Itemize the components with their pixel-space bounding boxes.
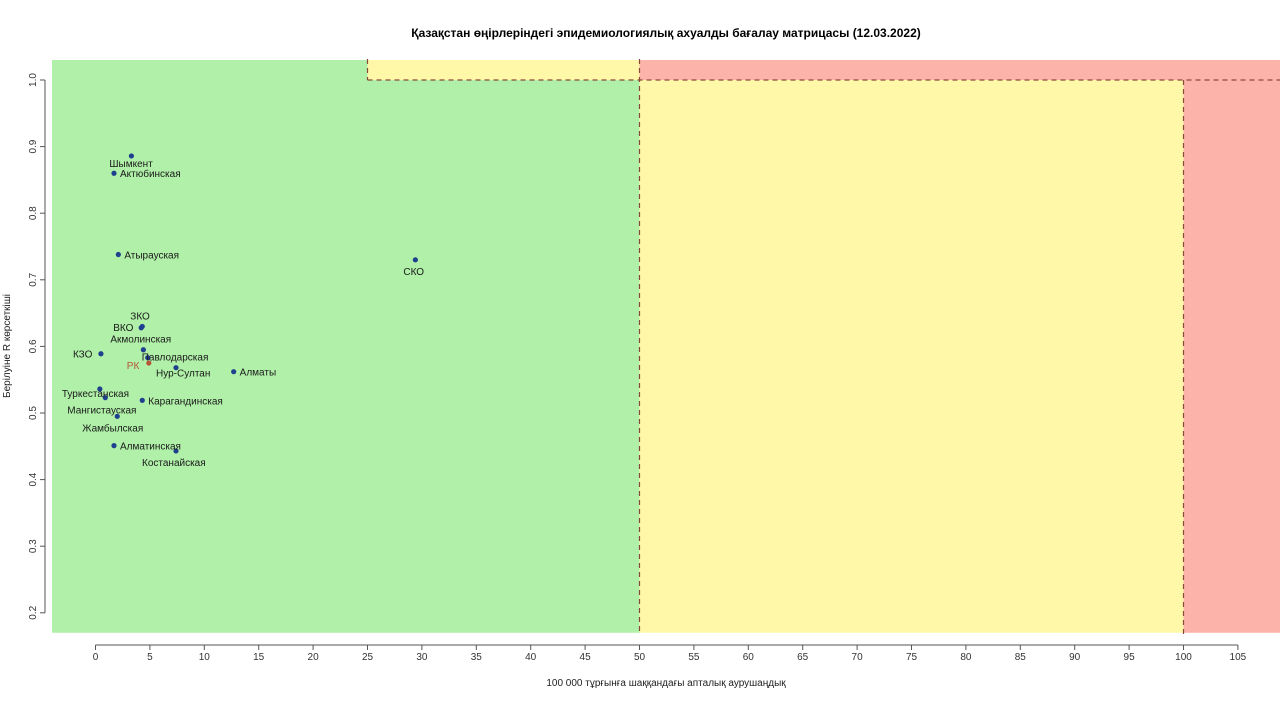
point-label: Костанайская xyxy=(142,458,206,469)
point-label: СКО xyxy=(403,267,424,278)
y-tick-label: 0.2 xyxy=(28,605,39,619)
y-tick-label: 0.7 xyxy=(28,272,39,286)
x-tick-label: 45 xyxy=(580,652,592,663)
y-tick-label: 1.0 xyxy=(28,73,39,87)
x-tick-label: 70 xyxy=(852,652,864,663)
data-point xyxy=(140,398,145,403)
point-label: Алматинская xyxy=(120,442,181,453)
x-tick-label: 85 xyxy=(1015,652,1027,663)
y-tick-label: 0.9 xyxy=(28,139,39,153)
data-point xyxy=(129,153,134,158)
x-tick-label: 0 xyxy=(93,652,99,663)
zone-green xyxy=(52,60,368,80)
y-tick-label: 0.6 xyxy=(28,339,39,353)
x-tick-label: 15 xyxy=(253,652,265,663)
point-label: Атырауская xyxy=(124,250,179,261)
point-label: Павлодарская xyxy=(142,353,209,364)
x-tick-label: 60 xyxy=(743,652,755,663)
data-point xyxy=(141,347,146,352)
point-label: Алматы xyxy=(240,368,277,379)
y-axis-title: Берілуіне R көрсеткіші xyxy=(2,294,13,398)
data-point xyxy=(231,369,236,374)
zone-red xyxy=(640,60,1280,80)
data-point xyxy=(111,443,116,448)
point-label: КЗО xyxy=(73,350,93,361)
x-axis-title: 100 000 тұрғынға шаққандағы апталық ауру… xyxy=(546,678,786,689)
point-label: Жамбылская xyxy=(82,422,143,434)
point-label: ВКО xyxy=(113,323,133,334)
x-tick-label: 90 xyxy=(1069,652,1081,663)
data-point xyxy=(116,252,121,257)
point-label: Нур-Султан xyxy=(156,369,210,380)
chart-title: Қазақстан өңірлеріндегі эпидемиологиялық… xyxy=(411,26,921,40)
point-label: Туркестанская xyxy=(62,389,129,400)
x-tick-label: 55 xyxy=(688,652,700,663)
data-point xyxy=(413,257,418,262)
x-tick-label: 10 xyxy=(199,652,211,663)
zone-yellow xyxy=(368,60,640,80)
y-tick-label: 0.8 xyxy=(28,206,39,220)
point-label: Акмолинская xyxy=(110,335,171,346)
x-tick-label: 5 xyxy=(147,652,153,663)
point-label: Мангистауская xyxy=(67,406,136,417)
x-tick-label: 65 xyxy=(797,652,809,663)
point-label: Актюбинская xyxy=(120,168,181,180)
x-tick-label: 25 xyxy=(362,652,374,663)
x-tick-label: 20 xyxy=(308,652,320,663)
x-tick-label: 40 xyxy=(525,652,537,663)
x-tick-label: 50 xyxy=(634,652,646,663)
x-tick-label: 80 xyxy=(960,652,972,663)
risk-zones xyxy=(52,60,1280,633)
x-tick-label: 35 xyxy=(471,652,483,663)
y-tick-label: 0.3 xyxy=(28,539,39,553)
data-point xyxy=(139,325,144,330)
x-tick-label: 30 xyxy=(416,652,428,663)
point-label: РК xyxy=(127,361,140,372)
data-point xyxy=(98,351,103,356)
zone-red xyxy=(1184,80,1280,633)
x-tick-label: 100 xyxy=(1175,652,1192,663)
data-point xyxy=(111,171,116,176)
y-tick-label: 0.4 xyxy=(28,472,39,486)
zone-yellow xyxy=(640,80,1184,633)
point-label: ЗКО xyxy=(130,311,150,322)
x-tick-label: 95 xyxy=(1124,652,1136,663)
x-tick-label: 105 xyxy=(1230,652,1247,663)
point-label: Карагандинская xyxy=(148,396,223,407)
y-tick-label: 0.5 xyxy=(28,406,39,420)
x-tick-label: 75 xyxy=(906,652,918,663)
